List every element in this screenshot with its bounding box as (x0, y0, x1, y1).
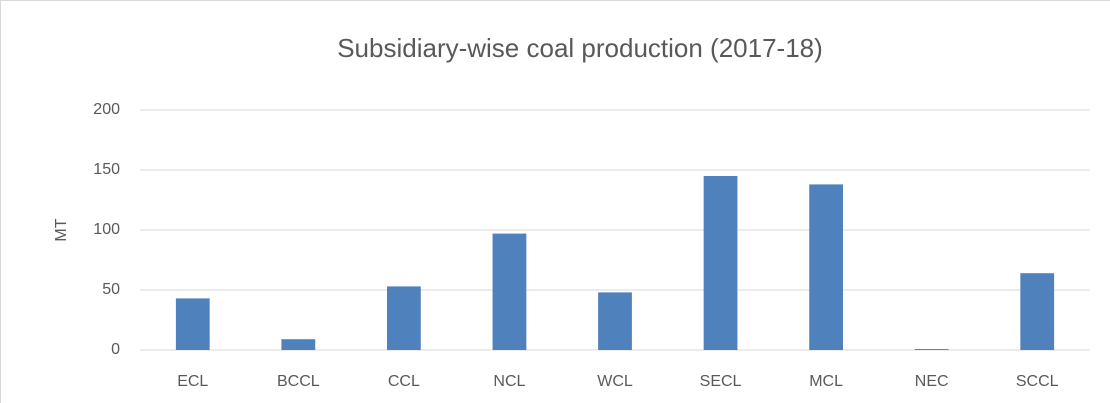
bar (281, 339, 316, 350)
y-axis-label: MT (53, 218, 70, 241)
chart-title: Subsidiary-wise coal production (2017-18… (337, 33, 823, 63)
x-tick-label: NCL (493, 373, 525, 390)
bar (175, 298, 210, 350)
bar (387, 286, 421, 350)
y-tick-label: 150 (93, 161, 120, 178)
x-tick-label: ECL (177, 373, 208, 390)
bar (914, 349, 949, 350)
x-tick-label: BCCL (277, 373, 320, 390)
bar (598, 292, 632, 350)
bar (492, 233, 527, 350)
y-tick-label: 50 (102, 281, 120, 298)
bar (809, 184, 843, 350)
y-tick-label: 0 (111, 341, 120, 358)
x-tick-label: SECL (700, 373, 742, 390)
y-tick-label: 200 (93, 101, 120, 118)
x-tick-label: CCL (388, 373, 420, 390)
bar (1020, 273, 1055, 350)
bar (703, 176, 738, 350)
x-tick-label: MCL (809, 373, 843, 390)
y-tick-label: 100 (93, 221, 120, 238)
x-tick-label: SCCL (1016, 373, 1059, 390)
x-tick-label: NEC (915, 373, 949, 390)
x-tick-label: WCL (597, 373, 633, 390)
